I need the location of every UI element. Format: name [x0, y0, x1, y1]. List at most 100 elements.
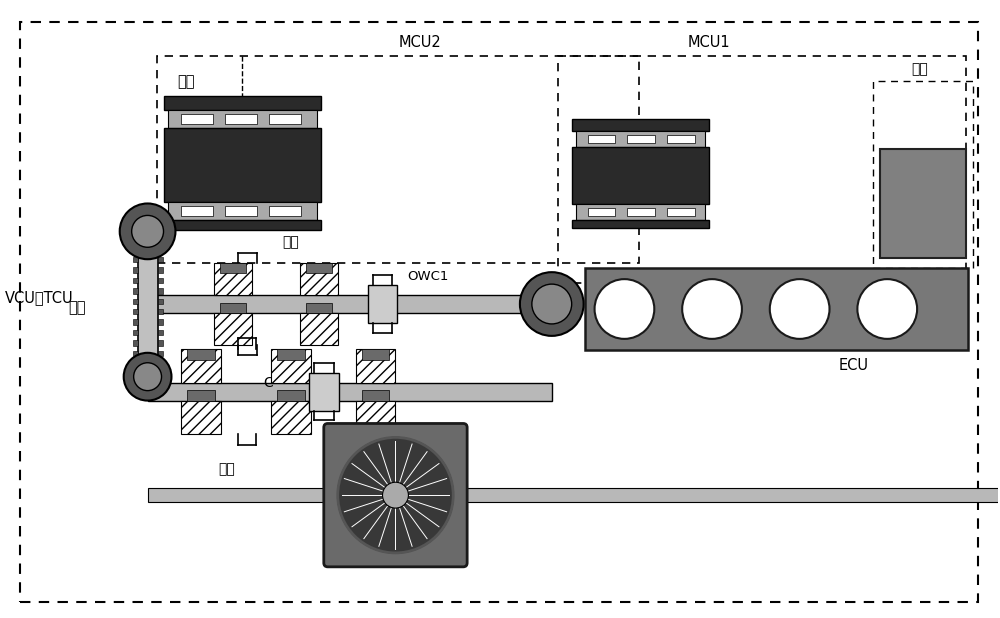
Text: 电池: 电池 — [912, 62, 928, 76]
Bar — [158, 330, 163, 336]
Bar — [309, 373, 339, 410]
Bar — [306, 263, 332, 273]
Bar — [133, 330, 138, 336]
Bar — [168, 203, 317, 221]
Bar — [225, 114, 257, 124]
Bar — [271, 400, 311, 434]
Bar — [362, 349, 389, 360]
Text: MCU2: MCU2 — [399, 35, 442, 50]
Bar — [158, 256, 163, 262]
Bar — [269, 114, 301, 124]
Bar — [164, 128, 321, 203]
Text: 二档: 二档 — [218, 462, 235, 476]
Circle shape — [134, 363, 162, 391]
Bar — [158, 288, 163, 294]
Bar — [133, 267, 138, 273]
Bar — [356, 349, 395, 383]
Bar — [158, 267, 163, 273]
Circle shape — [770, 279, 830, 339]
Bar — [220, 303, 246, 313]
Bar — [277, 389, 305, 400]
Bar — [181, 400, 221, 434]
Text: 电机: 电机 — [178, 74, 195, 89]
FancyBboxPatch shape — [324, 423, 467, 567]
Bar — [269, 206, 301, 216]
Bar — [362, 389, 389, 400]
Bar — [133, 351, 138, 357]
Circle shape — [132, 216, 164, 247]
Bar — [667, 135, 695, 143]
Bar — [148, 488, 329, 502]
Circle shape — [532, 284, 572, 324]
Bar — [164, 221, 321, 231]
Bar — [277, 349, 305, 360]
Bar — [133, 236, 138, 241]
Text: MCU1: MCU1 — [688, 35, 730, 50]
Bar — [158, 351, 163, 357]
Bar — [133, 288, 138, 294]
Bar — [158, 320, 163, 325]
Bar — [463, 488, 1000, 502]
Bar — [158, 309, 163, 315]
Bar — [133, 298, 138, 304]
Circle shape — [682, 279, 742, 339]
Bar — [300, 313, 338, 345]
Bar — [572, 146, 709, 205]
Bar — [627, 135, 655, 143]
Bar — [271, 349, 311, 383]
Bar — [158, 277, 163, 283]
Bar — [181, 206, 213, 216]
Circle shape — [124, 353, 171, 400]
Bar — [133, 277, 138, 283]
Circle shape — [381, 438, 410, 468]
Circle shape — [120, 203, 175, 259]
Circle shape — [338, 438, 453, 553]
Bar — [187, 389, 215, 400]
Circle shape — [595, 279, 654, 339]
Bar — [158, 236, 163, 241]
Bar — [214, 313, 252, 345]
Bar — [133, 309, 138, 315]
Bar — [158, 362, 163, 366]
Bar — [133, 247, 138, 252]
Text: 链条: 链条 — [68, 300, 86, 316]
Bar — [133, 362, 138, 366]
Bar — [300, 263, 338, 295]
Bar — [133, 320, 138, 325]
Bar — [158, 298, 163, 304]
Text: ECU: ECU — [838, 358, 868, 373]
Bar — [133, 341, 138, 346]
Circle shape — [857, 279, 917, 339]
Text: VCU和TCU: VCU和TCU — [5, 290, 74, 305]
Bar — [880, 149, 966, 258]
Bar — [588, 135, 615, 143]
Bar — [158, 247, 163, 252]
Bar — [181, 349, 221, 383]
Bar — [225, 206, 257, 216]
Bar — [572, 221, 709, 229]
Bar — [627, 208, 655, 216]
Bar — [181, 114, 213, 124]
Bar — [220, 263, 246, 273]
Circle shape — [520, 272, 584, 336]
Bar — [133, 256, 138, 262]
Text: 一档: 一档 — [283, 235, 299, 249]
Bar — [585, 268, 968, 350]
Bar — [572, 119, 709, 131]
Bar — [214, 263, 252, 295]
Bar — [306, 303, 332, 313]
Bar — [148, 383, 552, 400]
Text: OWC1: OWC1 — [407, 269, 449, 282]
Bar — [368, 285, 397, 323]
Bar — [138, 235, 158, 373]
Bar — [168, 110, 317, 128]
Bar — [187, 349, 215, 360]
Bar — [667, 208, 695, 216]
Bar — [148, 295, 555, 313]
Bar — [158, 341, 163, 346]
Bar — [164, 96, 321, 110]
Text: OWC2: OWC2 — [342, 451, 383, 464]
Text: C: C — [263, 376, 273, 390]
Bar — [588, 208, 615, 216]
Bar — [576, 131, 705, 146]
